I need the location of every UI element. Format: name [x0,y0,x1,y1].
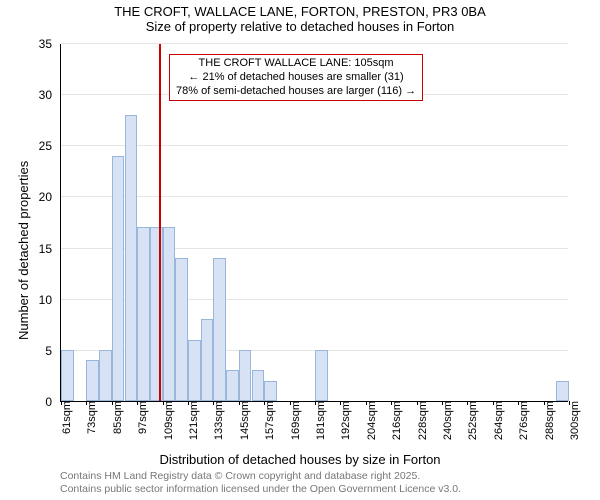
histogram-bar [175,258,188,401]
y-tick-label: 5 [0,344,52,358]
histogram-bar [150,227,163,401]
histogram-bar [86,360,99,401]
x-tick-label: 240sqm [442,401,454,440]
chart-container: THE CROFT, WALLACE LANE, FORTON, PRESTON… [0,0,600,500]
x-tick-label: 204sqm [366,401,378,440]
x-tick-label: 145sqm [239,401,251,440]
footer-attribution: Contains HM Land Registry data © Crown c… [60,470,461,495]
annotation-line: THE CROFT WALLACE LANE: 105sqm [176,57,416,71]
histogram-bar [137,227,150,401]
histogram-bar [239,350,252,401]
x-tick-label: 264sqm [493,401,505,440]
footer-line: Contains public sector information licen… [60,483,461,496]
histogram-bar [163,227,176,401]
x-tick-label: 181sqm [315,401,327,440]
histogram-bar [252,370,265,401]
gridline [61,43,568,44]
x-tick-label: 228sqm [417,401,429,440]
y-tick-label: 25 [0,139,52,153]
marker-line [159,44,161,401]
annotation-box: THE CROFT WALLACE LANE: 105sqm← 21% of d… [169,54,423,101]
y-tick-label: 10 [0,293,52,307]
histogram-bar [99,350,112,401]
histogram-bar [61,350,74,401]
histogram-bar [201,319,214,401]
x-tick-label: 121sqm [188,401,200,440]
x-tick-label: 216sqm [391,401,403,440]
x-tick-label: 288sqm [544,401,556,440]
title-line-2: Size of property relative to detached ho… [0,19,600,34]
x-tick-label: 61sqm [61,401,73,434]
y-tick-label: 15 [0,242,52,256]
x-axis-label: Distribution of detached houses by size … [0,452,600,467]
histogram-bar [188,340,201,401]
y-tick-label: 30 [0,88,52,102]
histogram-bar [315,350,328,401]
y-tick-label: 35 [0,37,52,51]
histogram-bar [226,370,239,401]
footer-line: Contains HM Land Registry data © Crown c… [60,470,461,483]
x-tick-label: 192sqm [340,401,352,440]
titles: THE CROFT, WALLACE LANE, FORTON, PRESTON… [0,0,600,34]
plot-area: THE CROFT WALLACE LANE: 105sqm← 21% of d… [60,44,568,402]
x-tick-label: 133sqm [213,401,225,440]
x-tick-label: 276sqm [518,401,530,440]
x-tick-label: 97sqm [137,401,149,434]
x-tick-label: 157sqm [264,401,276,440]
annotation-line: ← 21% of detached houses are smaller (31… [176,71,416,85]
histogram-bar [125,115,138,401]
histogram-bar [556,381,569,401]
x-tick-label: 73sqm [86,401,98,434]
title-line-1: THE CROFT, WALLACE LANE, FORTON, PRESTON… [0,4,600,19]
x-tick-label: 300sqm [569,401,581,440]
x-tick-label: 85sqm [112,401,124,434]
y-tick-label: 0 [0,395,52,409]
annotation-line: 78% of semi-detached houses are larger (… [176,85,416,99]
x-tick-label: 169sqm [290,401,302,440]
y-tick-label: 20 [0,190,52,204]
x-tick-label: 252sqm [467,401,479,440]
histogram-bar [264,381,277,401]
histogram-bar [112,156,125,401]
histogram-bar [213,258,226,401]
x-tick-label: 109sqm [163,401,175,440]
